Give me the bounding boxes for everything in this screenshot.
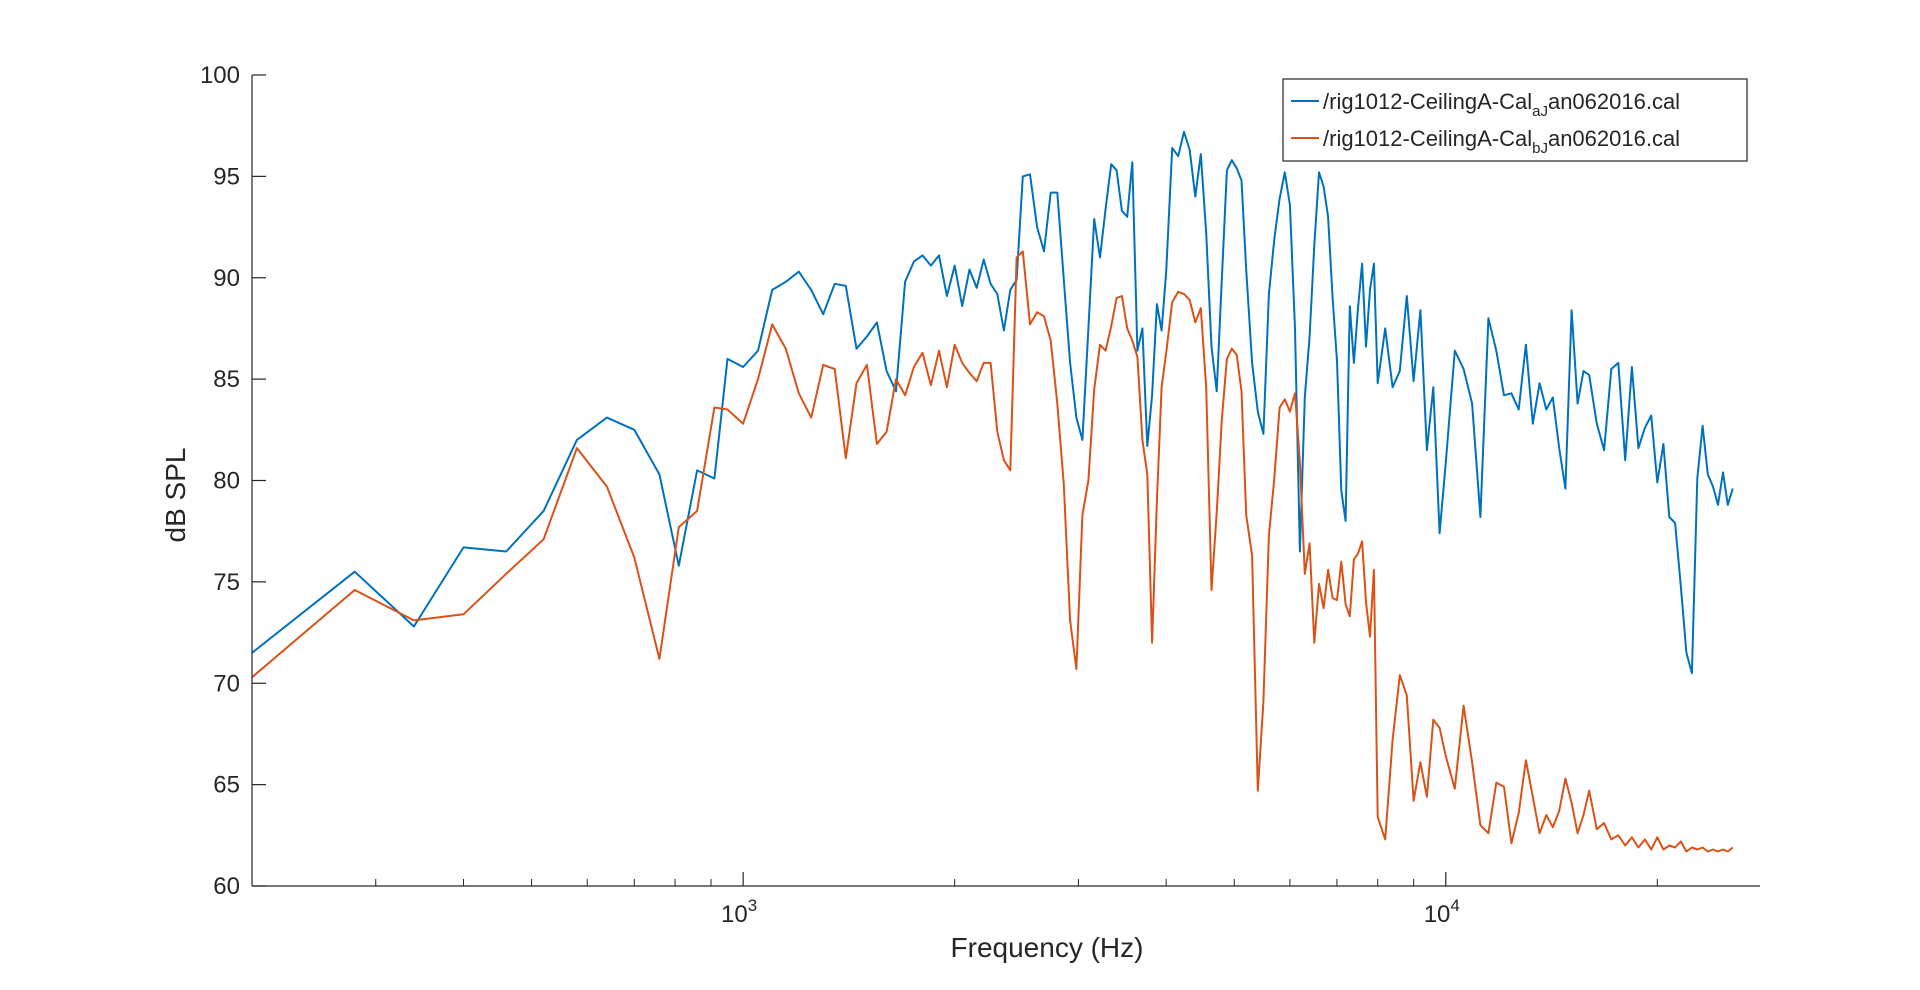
legend-entry-b: /rig1012-CeilingA-CalbJan062016.cal bbox=[1323, 126, 1680, 157]
legend: /rig1012-CeilingA-CalaJan062016.cal/rig1… bbox=[1282, 78, 1748, 162]
y-tick-label: 75 bbox=[213, 569, 240, 596]
y-tick-label: 60 bbox=[213, 873, 240, 900]
series-layer bbox=[251, 130, 1734, 853]
x-tick-label: 103 bbox=[721, 896, 757, 928]
y-tick-label: 85 bbox=[213, 366, 240, 393]
x-axis-label: Frequency (Hz) bbox=[951, 932, 1144, 963]
series-line-b bbox=[251, 250, 1734, 853]
y-tick-label: 90 bbox=[213, 265, 240, 292]
y-tick-label: 65 bbox=[213, 772, 240, 799]
y-tick-label: 95 bbox=[213, 163, 240, 190]
series-line-a bbox=[251, 130, 1734, 675]
legend-box bbox=[1282, 78, 1748, 162]
legend-entry-a: /rig1012-CeilingA-CalaJan062016.cal bbox=[1323, 89, 1680, 120]
x-tick-label: 104 bbox=[1424, 896, 1460, 928]
y-tick-label: 80 bbox=[213, 468, 240, 495]
y-axis-label: dB SPL bbox=[160, 448, 191, 543]
axes-layer: 60 65 70 75 80 85 90 95 100 103 104 bbox=[200, 62, 1760, 928]
y-tick-label: 100 bbox=[200, 62, 240, 89]
y-tick-label: 70 bbox=[213, 670, 240, 697]
